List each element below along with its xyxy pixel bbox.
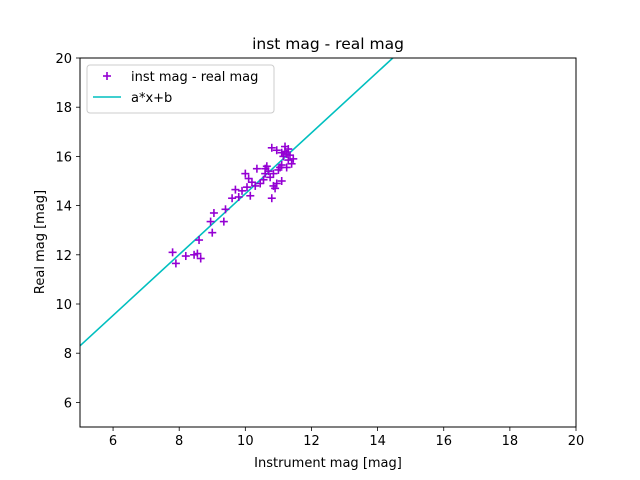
scatter-point	[277, 148, 286, 157]
scatter-point	[208, 228, 217, 237]
scatter-point	[181, 252, 190, 261]
y-tick-label: 8	[64, 347, 72, 362]
x-axis: 6 8 10 12 14 16 18 20	[109, 427, 584, 449]
scatter-point	[196, 254, 205, 263]
scatter-point	[284, 145, 293, 154]
legend-box	[86, 64, 275, 114]
fit-line	[80, 58, 394, 347]
scatter-point	[171, 259, 180, 268]
scatter-point	[252, 164, 261, 173]
x-tick-label: 6	[109, 434, 117, 449]
scatter-point	[228, 194, 237, 203]
scatter-point	[209, 208, 218, 217]
plot-content	[80, 58, 394, 347]
scatter-point	[234, 192, 243, 201]
scatter-point	[287, 159, 296, 168]
x-tick-label: 18	[502, 434, 519, 449]
scatter-point	[246, 191, 255, 200]
y-tick-label: 16	[55, 150, 72, 165]
y-tick-label: 18	[55, 101, 72, 116]
scatter-point	[259, 175, 268, 184]
plot-frame	[79, 57, 577, 428]
legend-label-line: a*x+b	[131, 91, 172, 106]
scatter-point	[241, 169, 250, 178]
y-tick-label: 12	[55, 249, 72, 264]
scatter-point	[277, 177, 286, 185]
scatter-point	[251, 181, 260, 190]
scatter-point	[238, 186, 247, 195]
scatter-point	[262, 162, 271, 171]
y-tick-label: 6	[64, 396, 72, 411]
y-axis-label: Real mag [mag]	[33, 190, 48, 294]
x-tick-label: 14	[369, 434, 386, 449]
scatter-point	[267, 143, 276, 152]
scatter-point	[264, 167, 273, 176]
scatter-point	[193, 249, 202, 258]
scatter-point	[242, 183, 251, 192]
y-axis: 6 8 10 12 14 16 18 20	[55, 52, 80, 411]
scatter-point	[271, 184, 280, 193]
scatter-point	[195, 236, 204, 245]
x-tick-label: 8	[175, 434, 183, 449]
scatter-point	[231, 185, 240, 194]
scatter-point	[168, 248, 177, 257]
scatter-point	[272, 146, 281, 155]
scatter-point	[282, 163, 291, 172]
x-tick-label: 20	[568, 434, 585, 449]
scatter-point	[272, 179, 281, 188]
scatter-point	[289, 154, 298, 163]
scatter-point	[219, 217, 228, 226]
x-axis-label: Instrument mag [mag]	[254, 456, 402, 471]
chart-title: inst mag - real mag	[252, 35, 404, 53]
y-tick-label: 20	[55, 52, 72, 67]
y-tick-label: 10	[55, 298, 72, 313]
legend-scatter-marker	[103, 72, 111, 80]
legend-label-scatter: inst mag - real mag	[131, 70, 258, 85]
scatter-point	[269, 169, 278, 178]
legend: inst mag - real mag a*x+b	[86, 64, 275, 114]
x-tick-label: 10	[237, 434, 254, 449]
scatter-point	[277, 161, 286, 170]
x-tick-label: 12	[303, 434, 320, 449]
scatter-point	[267, 194, 276, 203]
scatter-point	[206, 217, 215, 226]
scatter-point	[221, 205, 230, 214]
x-tick-label: 16	[435, 434, 452, 449]
y-tick-label: 14	[55, 200, 72, 215]
